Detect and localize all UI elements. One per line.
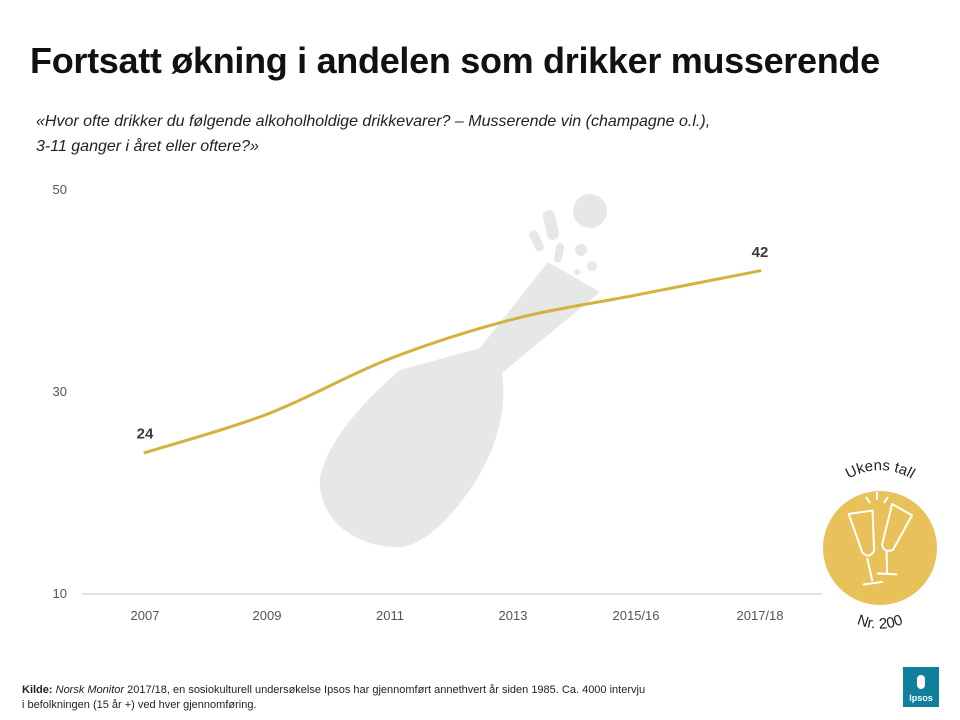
chart-series [143,269,762,455]
splash-drop [574,269,580,275]
data-label: 24 [137,426,154,443]
page-title: Fortsatt økning i andelen som drikker mu… [30,40,880,81]
source-text-1: 2017/18, en sosiokulturell undersøkelse … [124,684,646,696]
splash-drop [575,244,587,256]
badge-bottom-text: Nr. 200 [855,612,905,633]
y-tick-label: 30 [53,384,67,399]
line-chart: 10 30 50 2007 2009 2011 2013 2015/16 2017/18 24 4… [53,182,937,633]
champagne-bottle-illustration [319,194,607,548]
badge-circle [823,491,937,605]
survey-question: «Hvor ofte drikker du følgende alkoholho… [36,109,836,159]
x-tick-label: 2017/18 [737,608,784,623]
ipsos-logo-text: Ipsos [909,693,933,703]
x-tick-label: 2009 [253,608,282,623]
question-line-2: 3-11 ganger i året eller oftere?» [36,138,259,155]
source-note: Kilde: Norsk Monitor 2017/18, en sosioku… [22,683,762,713]
ipsos-logo-mark [917,675,925,689]
x-tick-label: 2013 [499,608,528,623]
series-line [143,269,762,455]
x-tick-label: 2007 [131,608,160,623]
source-label: Kilde: [22,684,53,696]
cork-shape [573,194,607,228]
splash-drop [553,243,565,263]
source-publication: Norsk Monitor [55,684,125,696]
x-tick-label: 2015/16 [613,608,660,623]
y-tick-label: 50 [53,182,67,197]
question-line-1: «Hvor ofte drikker du følgende alkoholho… [36,113,711,130]
ipsos-logo: Ipsos [903,667,939,707]
champagne-glasses-icon [847,492,914,586]
data-label: 42 [752,244,769,261]
y-tick-label: 10 [53,586,67,601]
source-text-2: i befolkningen (15 år +) ved hver gjenno… [22,699,257,711]
ukens-tall-badge: Ukens tall Nr. 200 [823,457,937,633]
badge-top-text: Ukens tall [843,457,918,482]
bottle-body [319,262,600,548]
splash-drop [587,261,597,271]
chart-axes: 10 30 50 2007 2009 2011 2013 2015/16 2017/18 [53,182,822,623]
x-tick-label: 2011 [376,608,404,623]
splash-drop [542,210,560,240]
chart-data-labels: 24 42 [137,244,769,443]
splash-drop [529,230,544,252]
